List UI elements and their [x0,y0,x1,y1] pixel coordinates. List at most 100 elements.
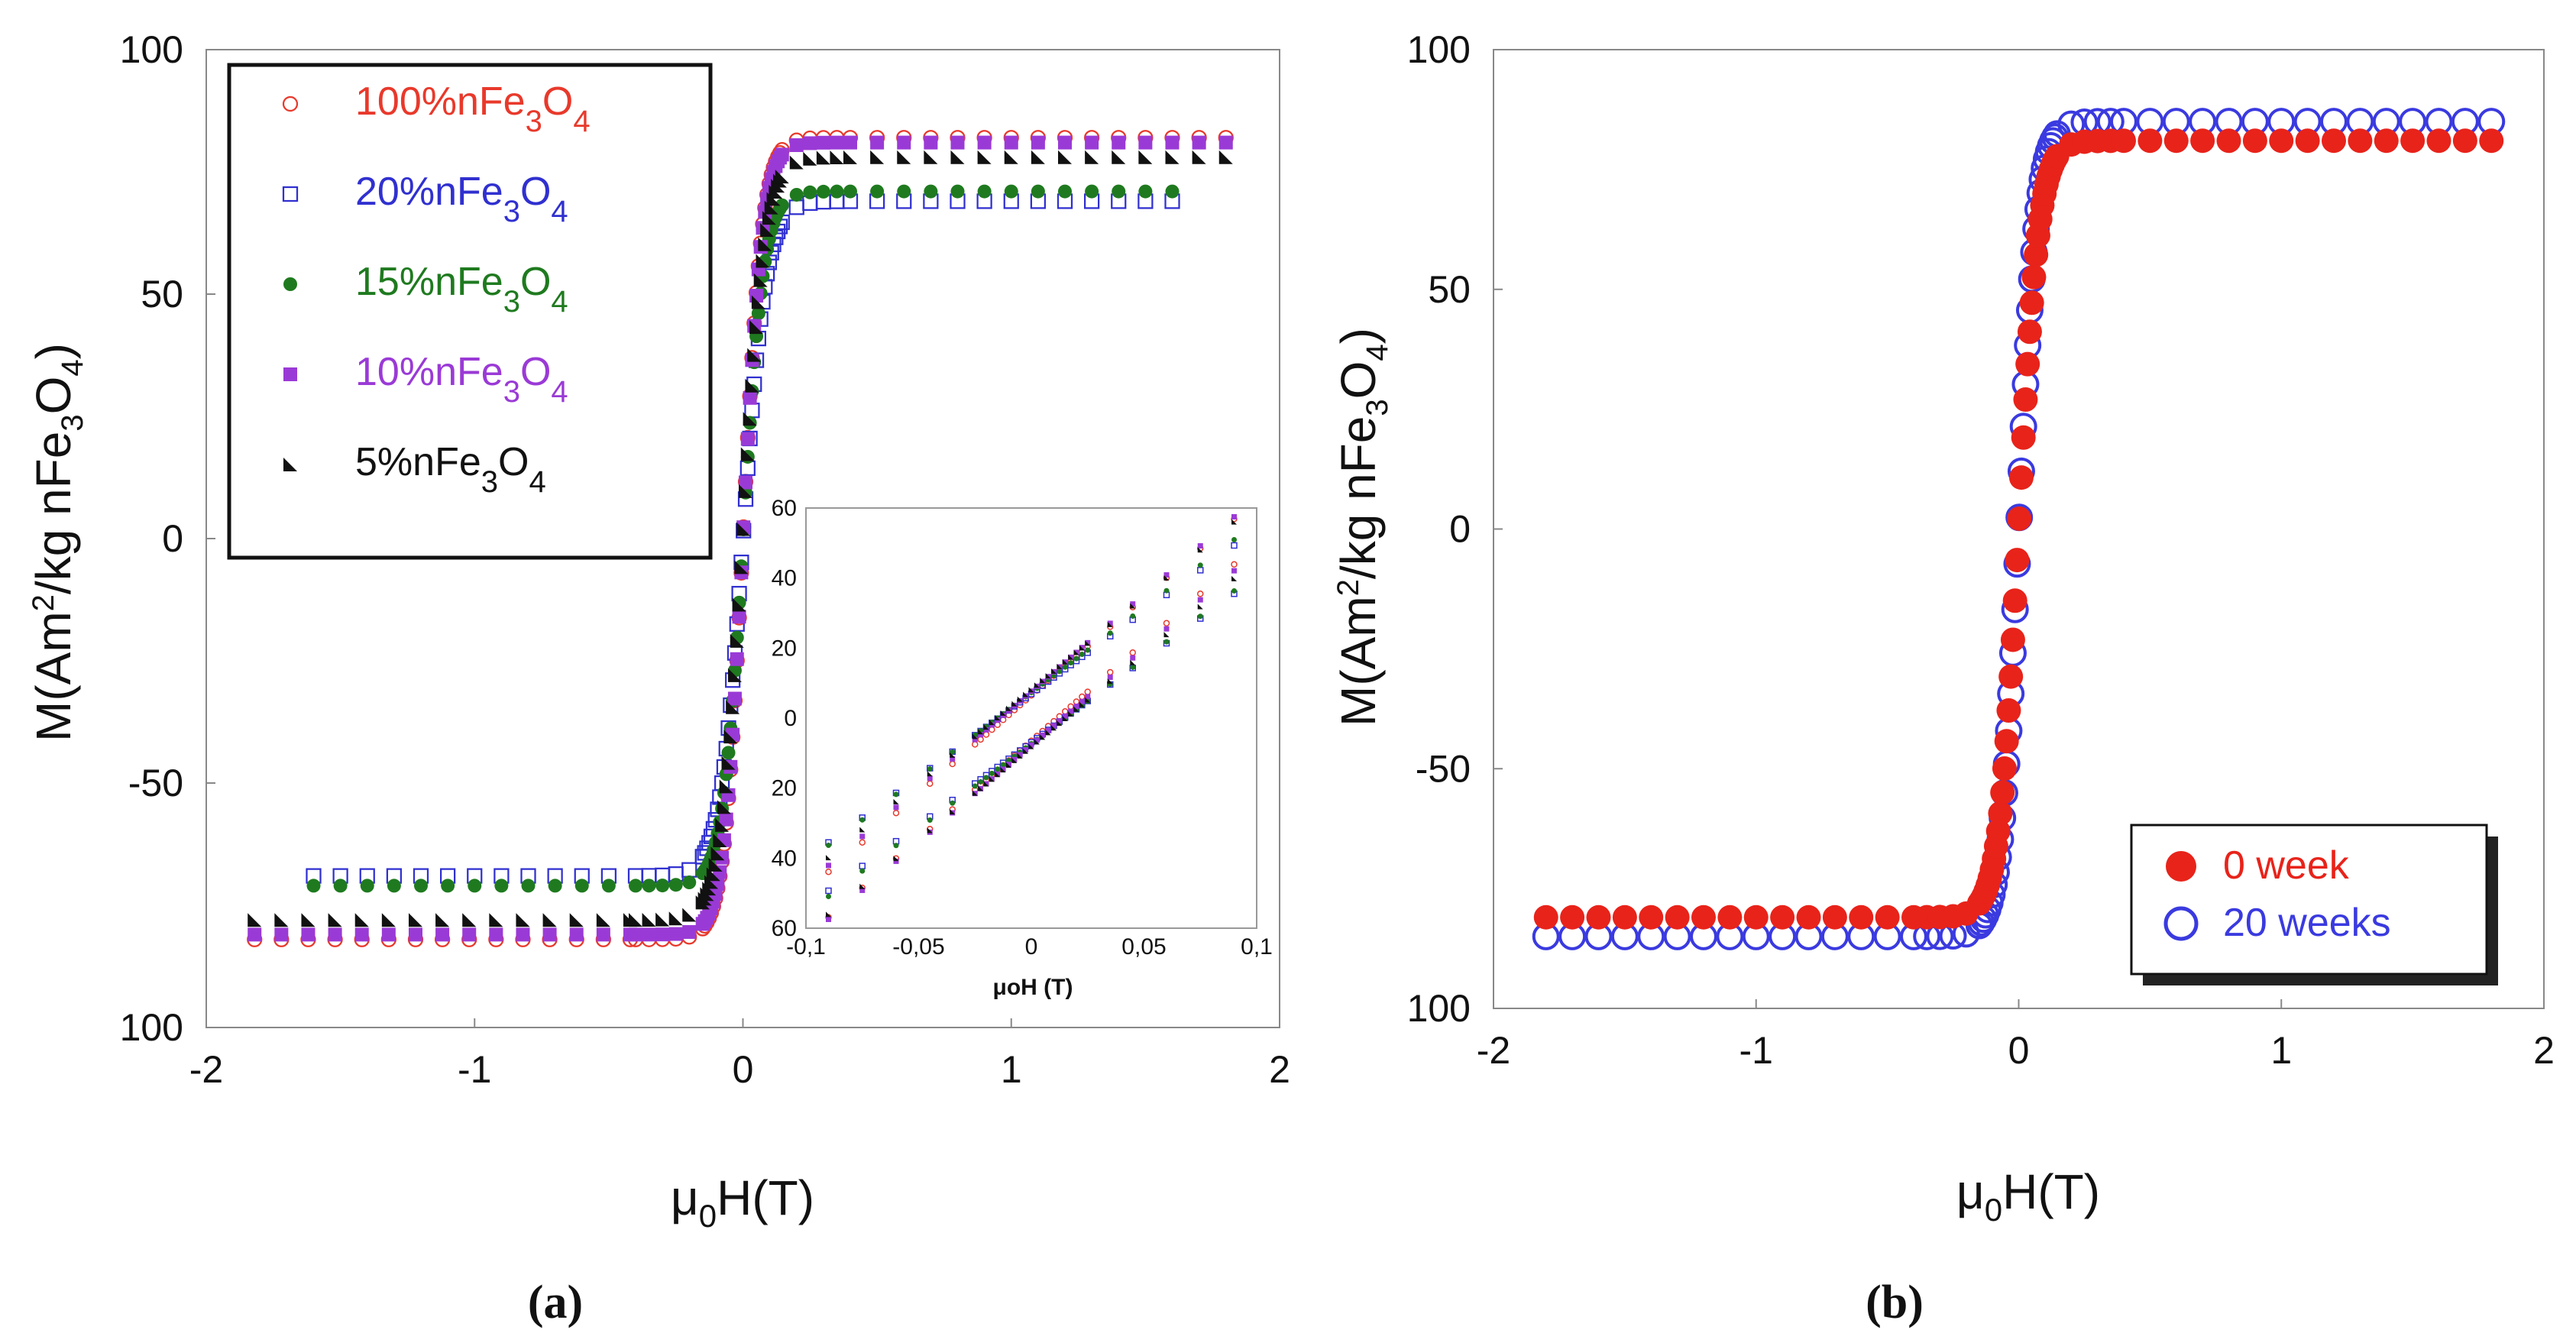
chart-a-inset-data-point [893,791,899,798]
chart-a-inset-data-point [1197,604,1203,610]
chart-a-data-point [870,135,885,150]
chart-b-series-1 [1533,128,2504,930]
chart-a-inset-data-point [950,756,956,762]
chart-b-data-point [2190,128,2215,154]
chart-a-inset-ytick-label: 60 [772,496,797,521]
chart-a-inset-data-point [826,843,831,849]
chart-a-inset-data-point [1130,664,1136,670]
chart-a-inset-data-point [989,776,995,782]
chart-b-data-point [2013,387,2038,413]
chart-b-data-point [1998,664,2024,689]
chart-b-data-point [2216,128,2241,154]
chart-a-data-point [1165,184,1180,199]
chart-a-data-point [789,138,804,153]
chart-a-inset-data-point [1034,682,1040,688]
chart-a-data-point [775,170,789,184]
chart-a-inset-data-point [1197,591,1204,597]
chart-a-inset-data-point [1000,766,1006,772]
chart-a-inset-data-point [825,868,832,875]
chart-a-inset-data-point [1045,727,1051,733]
chart-b-data-point [1988,801,2013,826]
chart-a-inset-data-point [950,809,956,815]
chart-b-ytick-label: 0 [1449,508,1471,551]
chart-b-data-point [1612,905,1637,930]
chart-b-data-point [2008,465,2034,490]
chart-a-legend-marker [283,367,297,381]
chart-a-inset-data-point [1062,713,1068,719]
chart-a-data-point [739,484,753,498]
chart-a-data-point [301,913,316,927]
chart-a-inset-data-point [1079,645,1085,651]
chart-b-data-point [2348,128,2373,154]
chart-a-ytick-label: 0 [162,517,183,560]
chart-b-xtick-label: -2 [1477,1029,1510,1072]
chart-a-data-point [1138,184,1153,199]
chart-a-data-point [655,912,670,927]
chart-a-data-point [897,150,911,164]
chart-a-data-point [642,927,656,942]
chart-a-data-point [830,184,844,199]
chart-a-data-point [950,184,965,199]
chart-a-inset-data-point [893,856,899,862]
chart-b-ytick-label: 50 [1428,268,1471,311]
chart-a-inset-data-point [1073,706,1079,712]
chart-a-data-point [462,913,477,927]
chart-b-data-point [1994,729,2019,754]
chart-a-data-point [1031,150,1045,164]
chart-a-inset-data-point [1040,734,1046,740]
chart-a-ytick-label: -50 [128,762,183,804]
chart-a-inset-data-point [1107,678,1113,684]
chart-a-inset-data-point [1023,747,1029,753]
chart-a-data-point [726,700,740,714]
chart-a-inset-data-point [1231,575,1237,581]
chart-a-inset-data-point [1231,519,1237,525]
chart-a-data-point [642,879,656,893]
chart-a-inset-data-point [1079,645,1085,651]
chart-a-legend-label: 100%nFe3O4 [355,79,591,138]
chart-a-data-point [1218,135,1233,150]
chart-a-inset-data-point [1006,762,1011,768]
chart-b-data-point [2374,128,2399,154]
chart-a-inset-data-point [1040,733,1046,739]
chart-a-data-point [717,800,731,814]
chart-a-data-point [719,812,733,827]
chart-a-inset-data-point [1011,756,1018,762]
chart-a-data-point [897,184,911,199]
chart-a-inset-data-point [972,733,978,739]
chart-b-data-point [2322,128,2346,154]
chart-a-data-point [629,913,642,927]
chart-b-data-point [2015,351,2040,377]
chart-a-xtick-label: 1 [1001,1048,1022,1091]
chart-a-inset-data-point [859,868,866,874]
chart-a-data-point [408,927,422,942]
chart-a-ytick-label: 50 [141,273,183,316]
chart-a-data-point [489,913,503,927]
chart-a-data-point [441,879,455,893]
chart-a-inset-data-point [1197,597,1203,603]
chart-a-inset-data-point [859,887,866,893]
chart-a-data-point [727,668,742,682]
chart-a-data-point [789,187,804,202]
chart-a-data-point [569,913,584,927]
chart-a-inset-data-point [1231,561,1238,568]
chart-a-inset-data-point [1163,620,1170,627]
chart-a-data-point [306,879,321,893]
chart-a-inset-data-point [859,839,866,846]
chart-a-inset-data-point [1079,698,1085,704]
chart-a-data-point [727,691,742,706]
chart-b-data-point [1990,780,2015,805]
chart-b-legend-box [2130,824,2488,976]
chart-a-inset-data-point [892,809,900,817]
chart-a-inset-data-point [1197,543,1203,549]
chart-b-data-point [2295,128,2320,154]
chart-a-inset-data-point [1079,701,1085,707]
chart-a-data-point [751,295,765,309]
chart-a-data-point [601,879,616,893]
chart-a-inset-data-point [1130,655,1136,661]
chart-a-inset-data-point [989,720,995,726]
chart-a-data-point [516,927,530,942]
chart-b-data-point [2269,128,2294,154]
chart-a-data-point [715,817,730,832]
chart-a-data-point [1165,135,1180,150]
chart-b-points [1532,108,2506,950]
